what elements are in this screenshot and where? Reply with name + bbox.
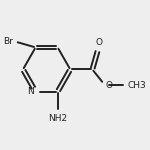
Text: NH2: NH2: [48, 114, 67, 123]
Text: O: O: [95, 38, 102, 47]
Text: O: O: [106, 81, 113, 90]
Text: N: N: [27, 87, 34, 96]
Text: CH3: CH3: [128, 81, 147, 90]
Text: Br: Br: [3, 37, 13, 46]
